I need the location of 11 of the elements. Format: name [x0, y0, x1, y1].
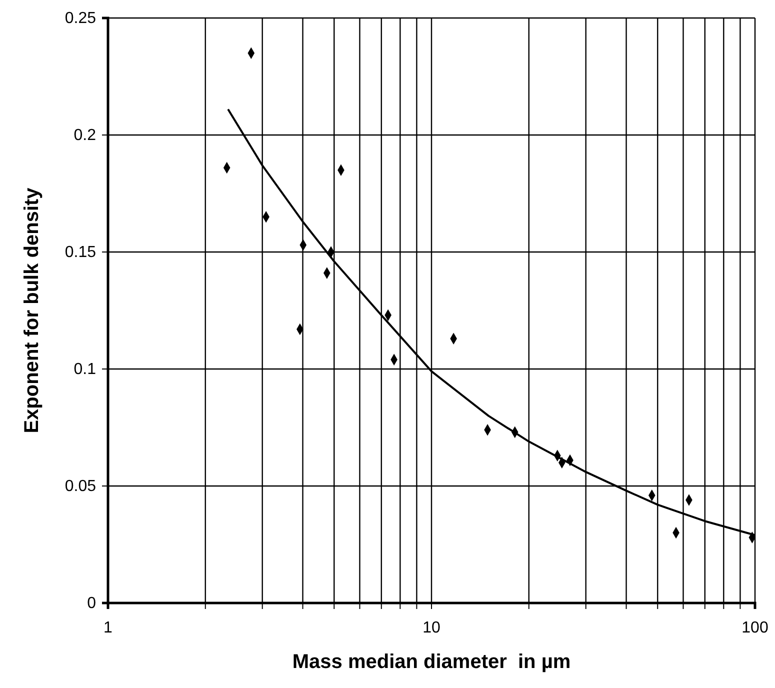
x-tick-label: 1 — [104, 619, 113, 636]
x-axis-title: Mass median diameter in µm — [292, 651, 571, 673]
y-tick-label: 0.05 — [64, 478, 96, 496]
y-tick-label: 0.15 — [64, 244, 96, 262]
y-tick-label: 0.2 — [74, 127, 96, 144]
y-tick-label: 0.25 — [64, 10, 96, 28]
y-axis-title: Exponent for bulk density — [21, 186, 43, 434]
y-tick-label: 0 — [87, 595, 96, 612]
x-tick-label: 100 — [742, 619, 768, 636]
y-tick-label: 0.1 — [74, 361, 96, 378]
x-tick-label: 10 — [422, 619, 440, 636]
